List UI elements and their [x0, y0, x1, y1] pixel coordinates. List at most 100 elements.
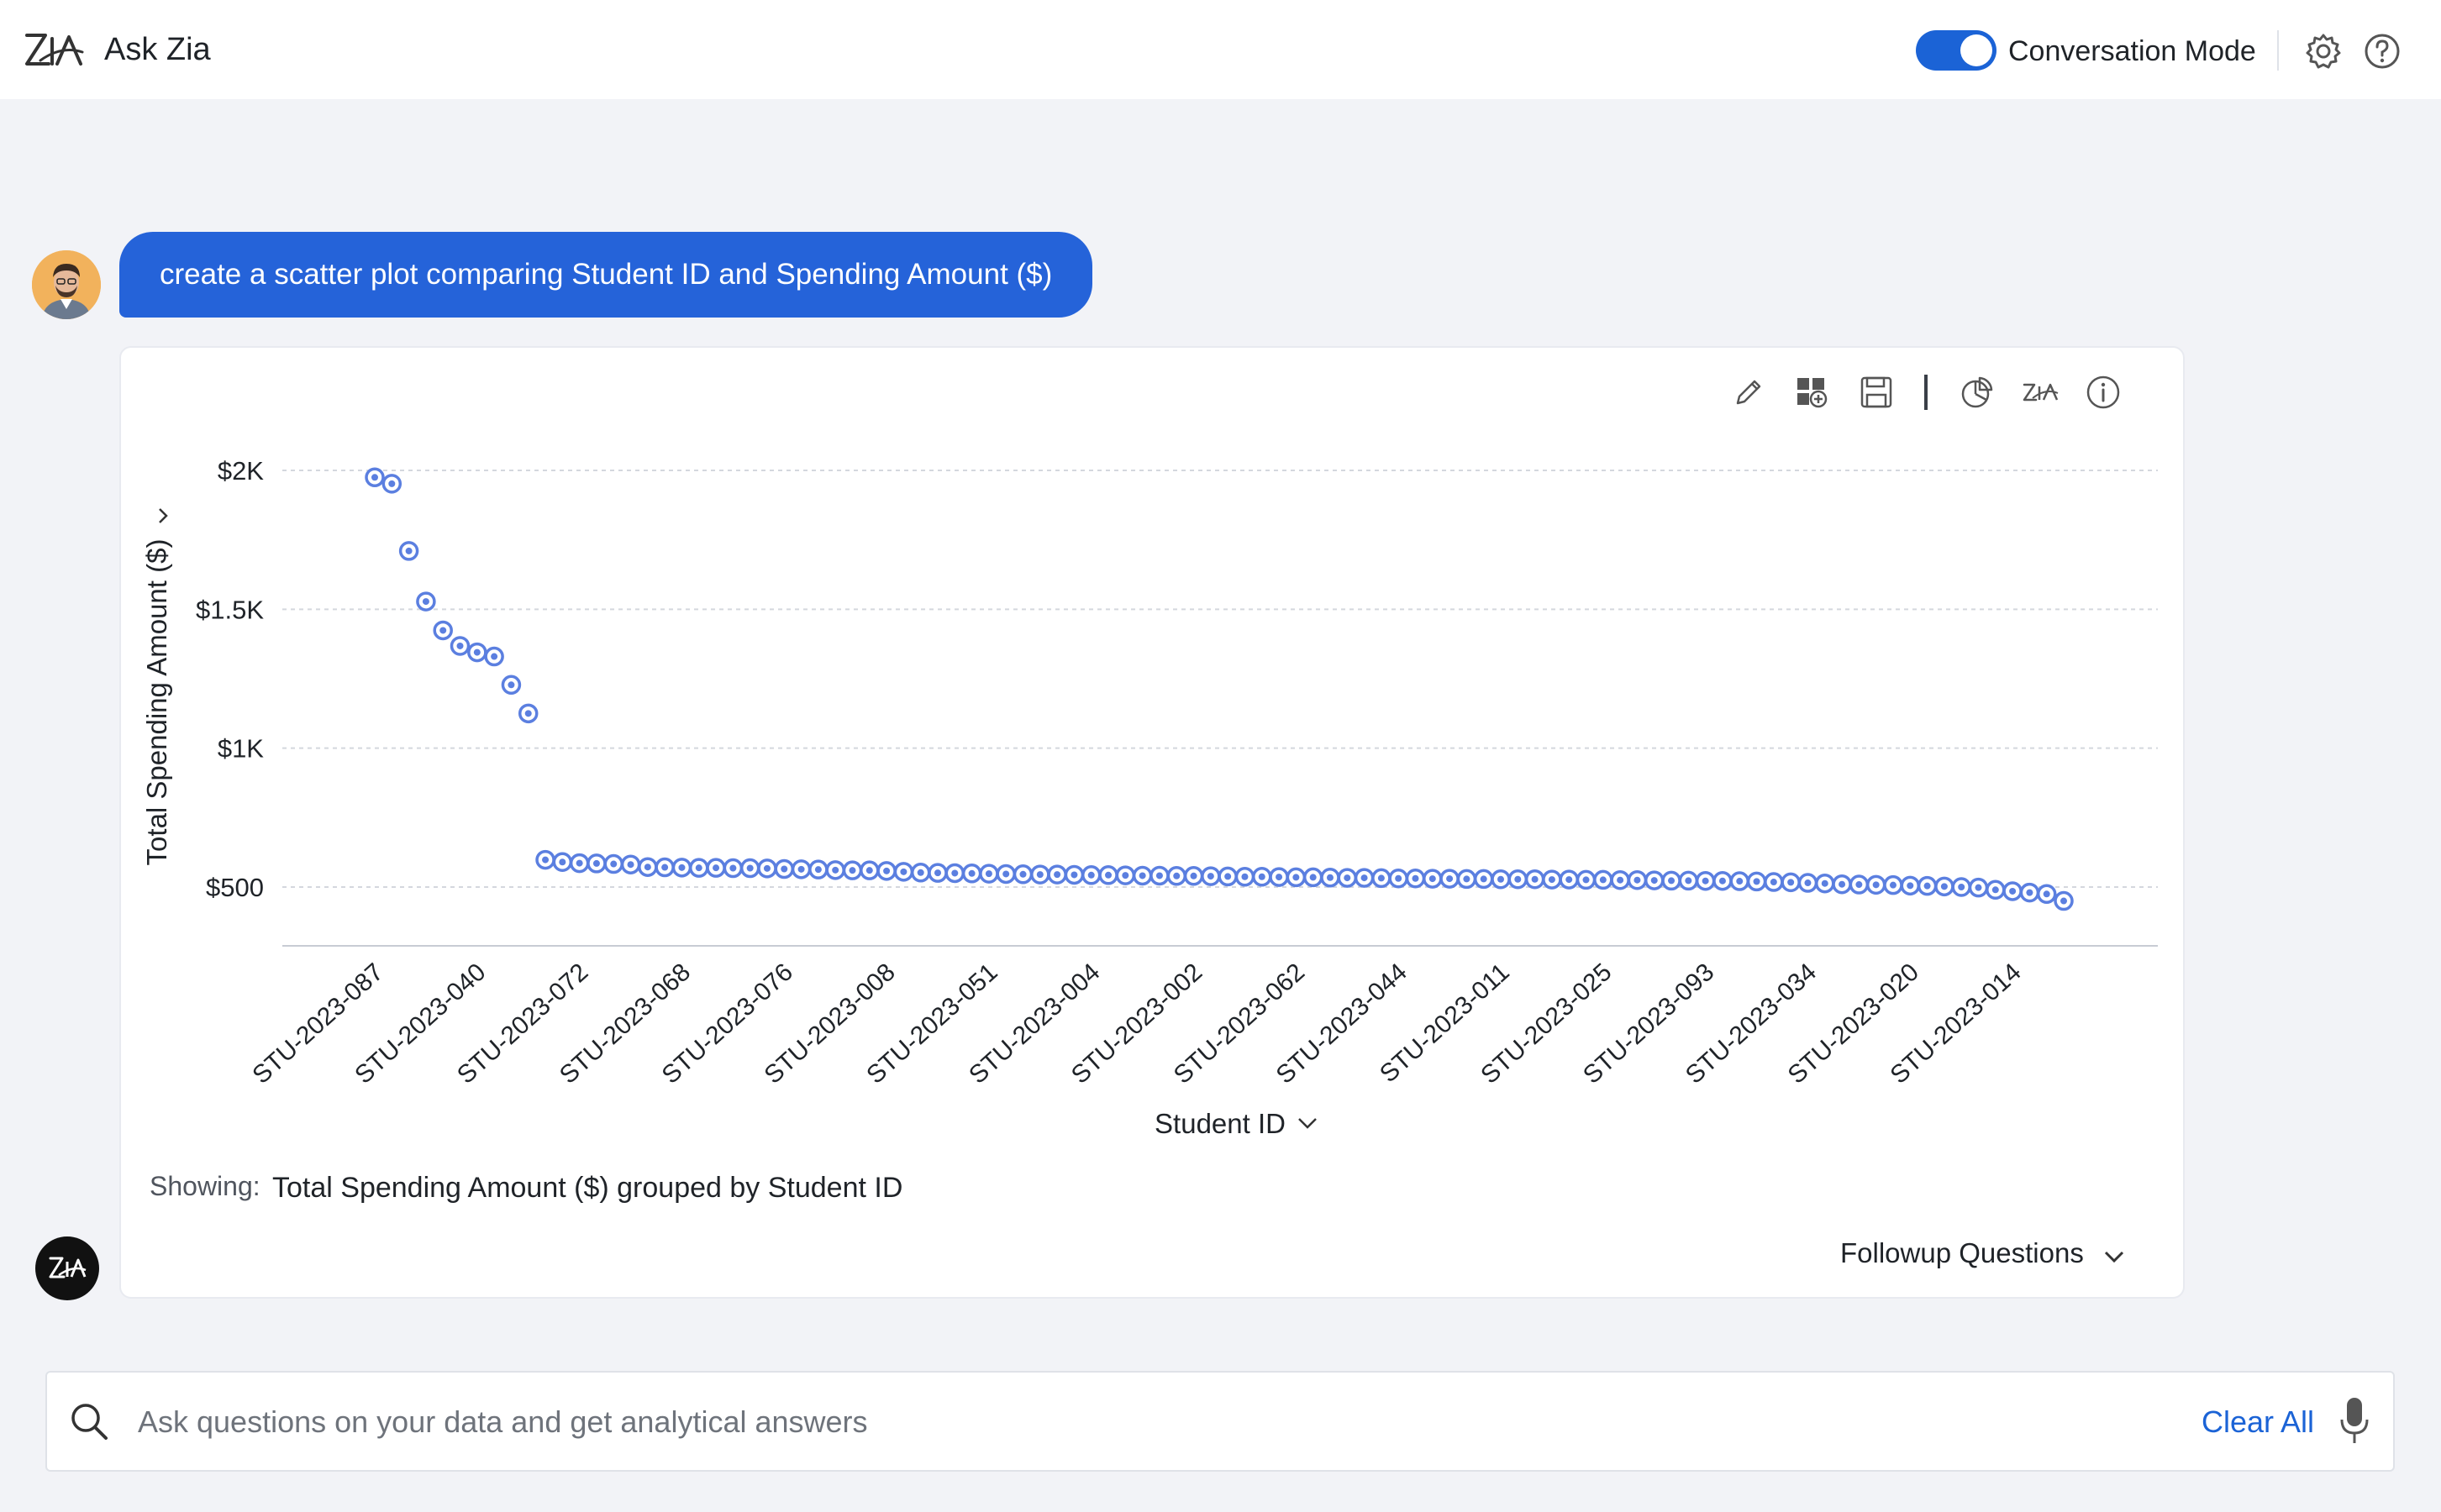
scatter-point[interactable] — [1746, 871, 1767, 892]
scatter-point[interactable] — [552, 852, 573, 872]
scatter-point[interactable] — [1917, 875, 1938, 896]
scatter-point[interactable] — [1013, 864, 1034, 885]
scatter-point[interactable] — [381, 474, 402, 494]
microphone-icon[interactable] — [2338, 1394, 2371, 1446]
scatter-point[interactable] — [910, 863, 931, 883]
scatter-point[interactable] — [1678, 870, 1699, 891]
scatter-point[interactable] — [1815, 873, 1835, 894]
scatter-point[interactable] — [1644, 870, 1665, 890]
gear-icon[interactable] — [2304, 32, 2343, 71]
scatter-point[interactable] — [671, 858, 692, 878]
scatter-point[interactable] — [1661, 870, 1681, 891]
scatter-point[interactable] — [1764, 872, 1784, 892]
scatter-point[interactable] — [723, 858, 744, 879]
ask-input[interactable] — [136, 1394, 2173, 1450]
scatter-point[interactable] — [1849, 874, 1870, 895]
scatter-point[interactable] — [1081, 865, 1102, 885]
scatter-point[interactable] — [1610, 869, 1630, 890]
scatter-point[interactable] — [365, 467, 385, 488]
save-icon[interactable] — [1857, 373, 1896, 412]
x-axis-chevron-icon[interactable] — [1298, 1118, 1317, 1129]
scatter-point[interactable] — [1234, 867, 1255, 887]
scatter-point[interactable] — [1456, 869, 1477, 890]
scatter-point[interactable] — [484, 646, 504, 667]
scatter-point[interactable] — [739, 858, 760, 879]
scatter-point[interactable] — [1781, 872, 1801, 893]
zia-icon[interactable] — [2021, 373, 2060, 412]
scatter-point[interactable] — [1507, 869, 1528, 890]
scatter-point[interactable] — [1337, 868, 1358, 888]
scatter-point[interactable] — [860, 860, 880, 880]
scatter-point[interactable] — [1934, 876, 1954, 897]
scatter-point[interactable] — [1951, 877, 1971, 897]
scatter-point[interactable] — [825, 860, 845, 880]
scatter-point[interactable] — [1439, 869, 1460, 889]
followup-questions-button[interactable]: Followup Questions — [1840, 1237, 2084, 1268]
scatter-point[interactable] — [620, 854, 641, 874]
scatter-point[interactable] — [1900, 875, 1921, 896]
y-axis-label[interactable]: Total Spending Amount ($) — [141, 539, 172, 866]
scatter-point[interactable] — [1542, 869, 1562, 890]
scatter-point[interactable] — [1149, 865, 1170, 886]
scatter-point[interactable] — [2036, 884, 2057, 905]
chevron-down-icon[interactable] — [2101, 1243, 2128, 1270]
scatter-point[interactable] — [1030, 864, 1050, 885]
scatter-point[interactable] — [655, 857, 675, 878]
scatter-point[interactable] — [638, 857, 658, 877]
scatter-point[interactable] — [1559, 869, 1579, 890]
scatter-point[interactable] — [961, 864, 982, 884]
scatter-point[interactable] — [1491, 869, 1511, 890]
scatter-point[interactable] — [842, 860, 863, 880]
scatter-point[interactable] — [1064, 864, 1085, 885]
scatter-point[interactable] — [1218, 866, 1238, 887]
scatter-point[interactable] — [757, 858, 777, 879]
scatter-point[interactable] — [1832, 874, 1852, 895]
scatter-point[interactable] — [1388, 868, 1408, 889]
scatter-point[interactable] — [1729, 871, 1749, 891]
scatter-point[interactable] — [1695, 870, 1716, 891]
scatter-point[interactable] — [1132, 865, 1153, 886]
scatter-point[interactable] — [1593, 869, 1613, 890]
scatter-point[interactable] — [501, 675, 522, 696]
scatter-point[interactable] — [2054, 890, 2074, 911]
scatter-point[interactable] — [518, 703, 539, 724]
scatter-point[interactable] — [2019, 882, 2040, 903]
scatter-point[interactable] — [808, 859, 829, 879]
scatter-point[interactable] — [603, 853, 623, 874]
scatter-point[interactable] — [979, 864, 999, 884]
scatter-point[interactable] — [1883, 874, 1903, 895]
scatter-point[interactable] — [535, 849, 555, 870]
scatter-point[interactable] — [1865, 874, 1886, 895]
scatter-point[interactable] — [416, 591, 436, 612]
scatter-point[interactable] — [996, 864, 1016, 885]
scatter-point[interactable] — [467, 642, 487, 663]
scatter-point[interactable] — [1098, 865, 1118, 885]
scatter-point[interactable] — [1320, 868, 1340, 888]
scatter-point[interactable] — [1986, 879, 2006, 900]
conversation-mode-toggle[interactable] — [1916, 30, 1996, 71]
x-axis-label[interactable]: Student ID — [1155, 1108, 1286, 1139]
scatter-point[interactable] — [1473, 869, 1494, 890]
scatter-point[interactable] — [1627, 869, 1648, 890]
scatter-point[interactable] — [1252, 867, 1272, 887]
scatter-point[interactable] — [450, 636, 471, 656]
scatter-point[interactable] — [689, 858, 709, 878]
edit-icon[interactable] — [1729, 373, 1768, 412]
clear-all-button[interactable]: Clear All — [2202, 1404, 2315, 1439]
scatter-point[interactable] — [876, 861, 897, 881]
scatter-point[interactable] — [1524, 869, 1545, 890]
add-to-dashboard-icon[interactable] — [1792, 373, 1831, 412]
scatter-point[interactable] — [706, 858, 726, 878]
scatter-point[interactable] — [2002, 881, 2023, 901]
info-icon[interactable] — [2084, 373, 2123, 412]
scatter-point[interactable] — [1286, 867, 1307, 888]
scatter-point[interactable] — [1354, 868, 1375, 888]
scatter-point[interactable] — [1183, 866, 1204, 886]
scatter-point[interactable] — [1166, 866, 1186, 886]
scatter-point[interactable] — [1302, 867, 1323, 888]
scatter-point[interactable] — [944, 863, 965, 884]
scatter-point[interactable] — [1201, 866, 1221, 886]
scatter-point[interactable] — [1968, 877, 1989, 898]
scatter-point[interactable] — [893, 862, 914, 882]
scatter-point[interactable] — [774, 858, 795, 879]
